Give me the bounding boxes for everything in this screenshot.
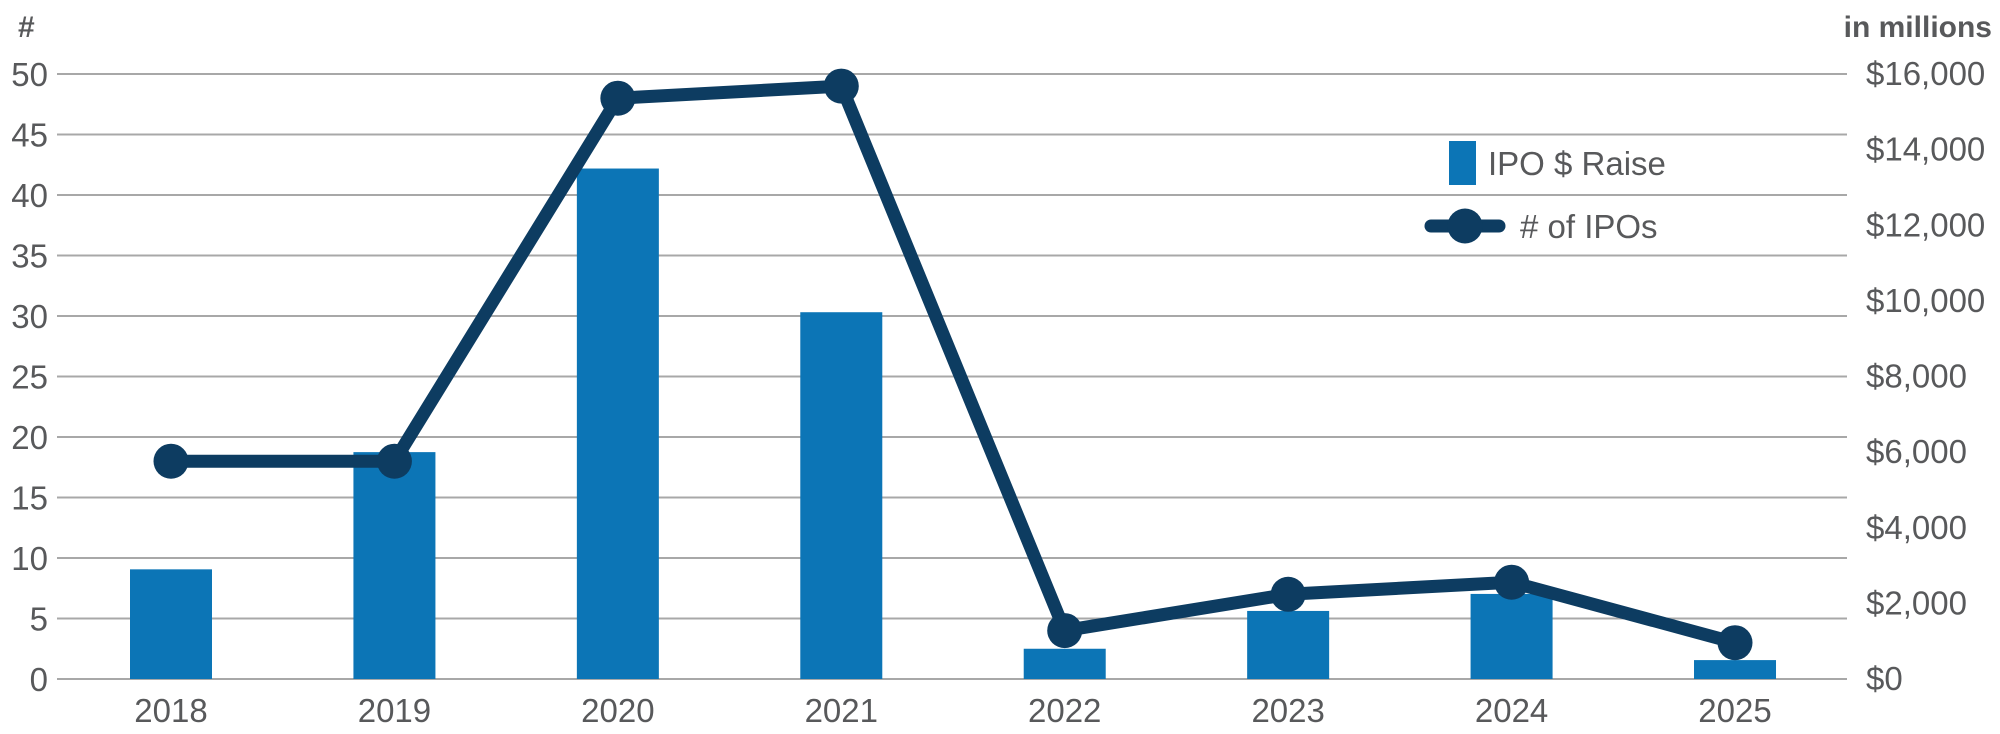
right-axis-tick: $8,000 [1866, 358, 1967, 395]
ipo-count-line [171, 79, 1737, 649]
left-axis-tick: 25 [11, 359, 48, 396]
left-axis-tick: 15 [11, 480, 48, 517]
left-axis-tick: 0 [30, 661, 48, 698]
bar-2019 [353, 452, 436, 679]
bar-2018 [130, 569, 212, 679]
right-axis-tick: $10,000 [1866, 282, 1985, 319]
right-axis-tick: $6,000 [1866, 433, 1967, 470]
left-axis-tick: 50 [11, 56, 48, 93]
left-axis-tick: 5 [30, 601, 48, 638]
left-axis-tick: 40 [11, 177, 48, 214]
bar-2021 [800, 312, 883, 679]
bar-2020 [576, 168, 659, 679]
legend-bar-swatch [1449, 141, 1476, 185]
line-point-2021 [823, 68, 859, 104]
left-axis-tick: 10 [11, 540, 48, 577]
legend-line-dot [1447, 208, 1483, 244]
left-axis-tick: 30 [11, 298, 48, 335]
legend: IPO $ Raise # of IPOs [1424, 141, 1666, 245]
right-axis-tick: $16,000 [1866, 55, 1985, 92]
right-axis-tick: $4,000 [1866, 509, 1967, 546]
right-axis-tick: $2,000 [1866, 584, 1967, 621]
right-axis-tick: $14,000 [1866, 131, 1985, 168]
line-point-2023 [1270, 576, 1306, 612]
bar-2025 [1694, 660, 1777, 679]
left-axis-ticks: 0 5 10 15 20 25 30 35 40 45 50 [11, 56, 48, 698]
left-axis-title: # [18, 11, 35, 44]
line-point-2020 [600, 80, 636, 116]
legend-line-label: # of IPOs [1520, 208, 1658, 245]
line-point-2019 [376, 443, 412, 479]
x-axis-labels: 2018 2019 2020 2021 2022 2023 2024 2025 [134, 692, 1771, 729]
x-axis-label-2019: 2019 [358, 692, 431, 729]
line-series-group [153, 68, 1753, 661]
bar-2024 [1470, 593, 1553, 679]
bars-group [130, 168, 1777, 679]
right-axis-ticks: $0 $2,000 $4,000 $6,000 $8,000 $10,000 $12,000… [1866, 55, 1985, 697]
left-axis-tick: 35 [11, 238, 48, 275]
x-axis-label-2020: 2020 [581, 692, 654, 729]
x-axis-label-2025: 2025 [1698, 692, 1771, 729]
bar-2023 [1247, 610, 1330, 679]
x-axis-label-2024: 2024 [1475, 692, 1548, 729]
left-axis-tick: 45 [11, 117, 48, 154]
legend-bar-label: IPO $ Raise [1488, 145, 1666, 182]
left-axis-tick: 20 [11, 419, 48, 456]
x-axis-label-2018: 2018 [134, 692, 207, 729]
line-point-2024 [1494, 564, 1530, 600]
right-axis-tick: $12,000 [1866, 206, 1985, 243]
x-axis-label-2021: 2021 [805, 692, 878, 729]
line-point-2018 [153, 443, 189, 479]
x-axis-label-2023: 2023 [1251, 692, 1324, 729]
right-axis-tick: $0 [1866, 660, 1903, 697]
bar-2022 [1023, 648, 1106, 679]
x-axis-label-2022: 2022 [1028, 692, 1101, 729]
line-point-2022 [1047, 613, 1083, 649]
line-point-2025 [1717, 625, 1753, 661]
right-axis-title: in millions [1844, 11, 1992, 44]
